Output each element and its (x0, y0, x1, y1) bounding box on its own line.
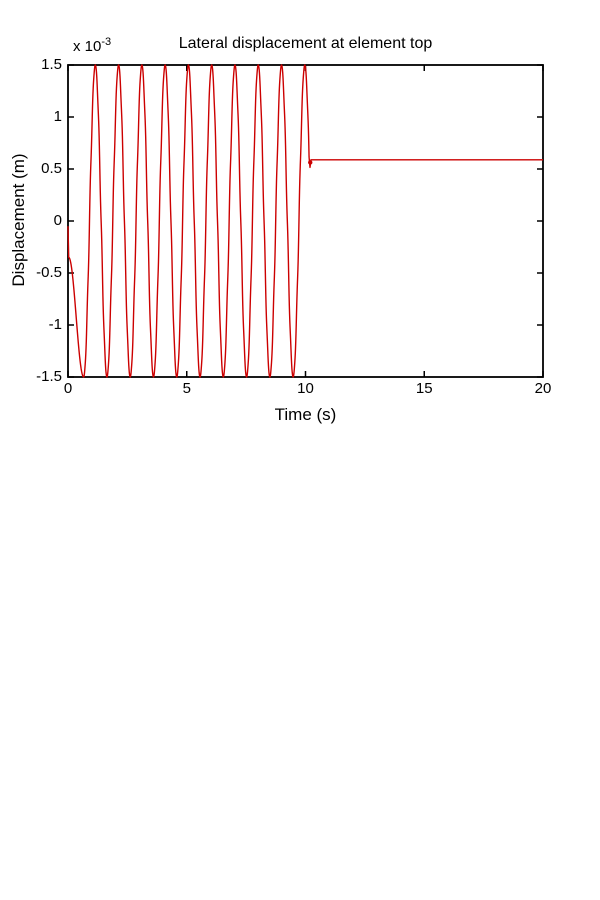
y-tick-label: 0.5 (41, 160, 62, 177)
matlab-figure: Lateral displacement at element top x 10… (9, 35, 552, 424)
x-tick-label: 5 (182, 380, 191, 397)
y-axis-exponent-label: x 10-3 (73, 36, 111, 55)
y-tick-label: -0.5 (36, 264, 62, 281)
plot-canvas (67, 64, 544, 378)
settle-point-marker (308, 160, 313, 165)
y-tick-label: -1 (48, 316, 62, 333)
x-tick-label: 20 (534, 380, 552, 397)
y-axis-exponent-prefix: x 10 (73, 38, 102, 55)
x-tick-label: 15 (415, 380, 433, 397)
displacement-curve (67, 64, 543, 378)
x-tick-label: 10 (297, 380, 314, 397)
y-tick-label: 1 (53, 108, 62, 125)
chart-title: Lateral displacement at element top (178, 35, 433, 52)
x-axis-label: Time (s) (274, 405, 337, 424)
y-tick-label: -1.5 (36, 368, 62, 385)
y-tick-label: 0 (53, 212, 62, 229)
x-tick-label: 0 (63, 380, 73, 397)
y-axis-label: Displacement (m) (9, 153, 28, 287)
y-tick-label: 1.5 (41, 56, 62, 73)
y-axis-exponent-value: -3 (101, 36, 112, 48)
